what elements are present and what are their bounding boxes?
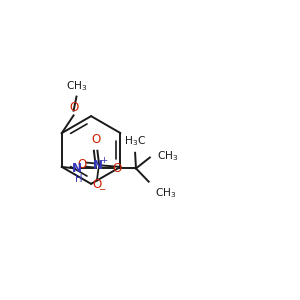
Text: H: H	[75, 174, 82, 184]
Text: N: N	[71, 162, 82, 175]
Text: CH$_3$: CH$_3$	[154, 186, 176, 200]
Text: H$_3$C: H$_3$C	[124, 134, 146, 148]
Text: N: N	[93, 159, 103, 172]
Text: +: +	[100, 156, 107, 165]
Text: O: O	[112, 162, 122, 175]
Text: −: −	[99, 184, 106, 193]
Text: O: O	[92, 178, 101, 191]
Text: O: O	[77, 158, 87, 171]
Text: O: O	[91, 133, 100, 146]
Text: CH$_3$: CH$_3$	[66, 80, 88, 93]
Text: O: O	[70, 101, 79, 114]
Text: CH$_3$: CH$_3$	[157, 149, 178, 163]
